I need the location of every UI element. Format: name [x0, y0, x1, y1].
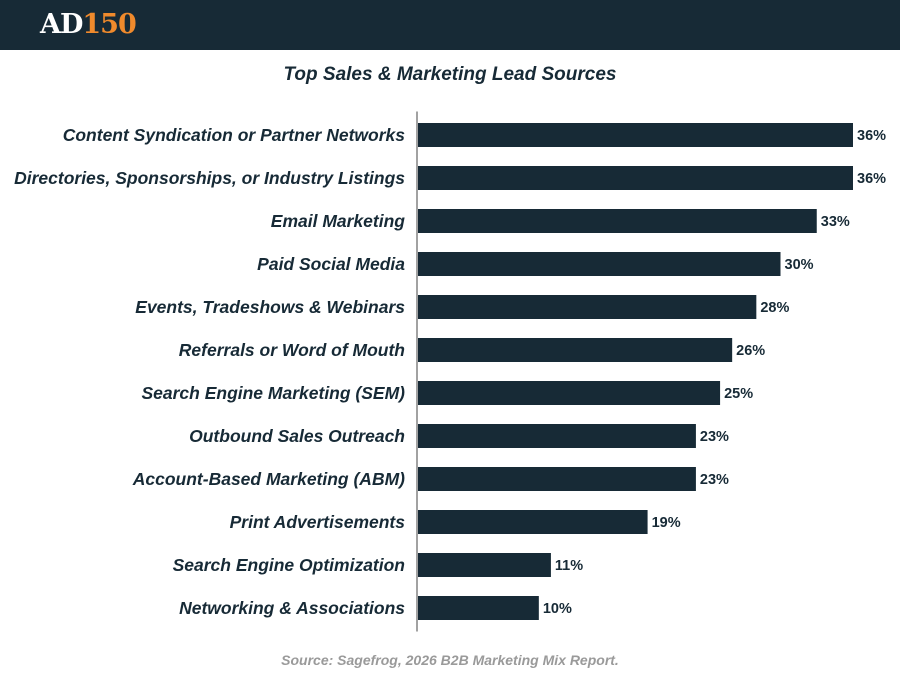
category-label: Referrals or Word of Mouth: [179, 340, 405, 360]
brand-logo: AD150: [40, 9, 137, 41]
value-label: 36%: [857, 171, 886, 187]
bar: [418, 252, 781, 276]
category-label: Search Engine Optimization: [173, 555, 405, 575]
bar: [418, 166, 853, 190]
category-label: Networking & Associations: [179, 598, 405, 618]
category-label: Print Advertisements: [230, 512, 406, 532]
bar: [418, 510, 648, 534]
value-label: 11%: [555, 558, 583, 574]
value-label: 33%: [821, 214, 850, 230]
bar: [418, 338, 733, 362]
category-label: Paid Social Media: [257, 254, 405, 274]
bar: [418, 123, 853, 147]
bar: [418, 295, 757, 319]
bar: [418, 467, 696, 491]
value-label: 25%: [724, 386, 753, 402]
category-label: Events, Tradeshows & Webinars: [135, 297, 405, 317]
value-label: 30%: [785, 257, 814, 273]
bar: [418, 424, 696, 448]
value-label: 23%: [700, 472, 729, 488]
bar: [418, 209, 817, 233]
value-label: 36%: [857, 128, 886, 144]
logo-text-ad: AD: [40, 9, 83, 40]
category-label: Directories, Sponsorships, or Industry L…: [14, 168, 405, 188]
value-label: 19%: [652, 515, 681, 531]
logo-text-150: 150: [82, 9, 136, 40]
value-label: 23%: [700, 429, 729, 445]
value-label: 10%: [543, 601, 572, 617]
category-label: Outbound Sales Outreach: [189, 426, 405, 446]
category-label: Account-Based Marketing (ABM): [132, 469, 405, 489]
value-label: 26%: [736, 343, 765, 359]
category-label: Email Marketing: [271, 211, 406, 231]
source-note: Source: Sagefrog, 2026 B2B Marketing Mix…: [281, 652, 619, 668]
category-label: Content Syndication or Partner Networks: [63, 125, 406, 145]
bar: [418, 553, 551, 577]
chart-title: Top Sales & Marketing Lead Sources: [283, 64, 617, 85]
category-label: Search Engine Marketing (SEM): [141, 383, 405, 403]
bar: [418, 596, 539, 620]
value-label: 28%: [760, 300, 789, 316]
header-bar: AD150: [0, 0, 900, 50]
bar: [418, 381, 721, 405]
